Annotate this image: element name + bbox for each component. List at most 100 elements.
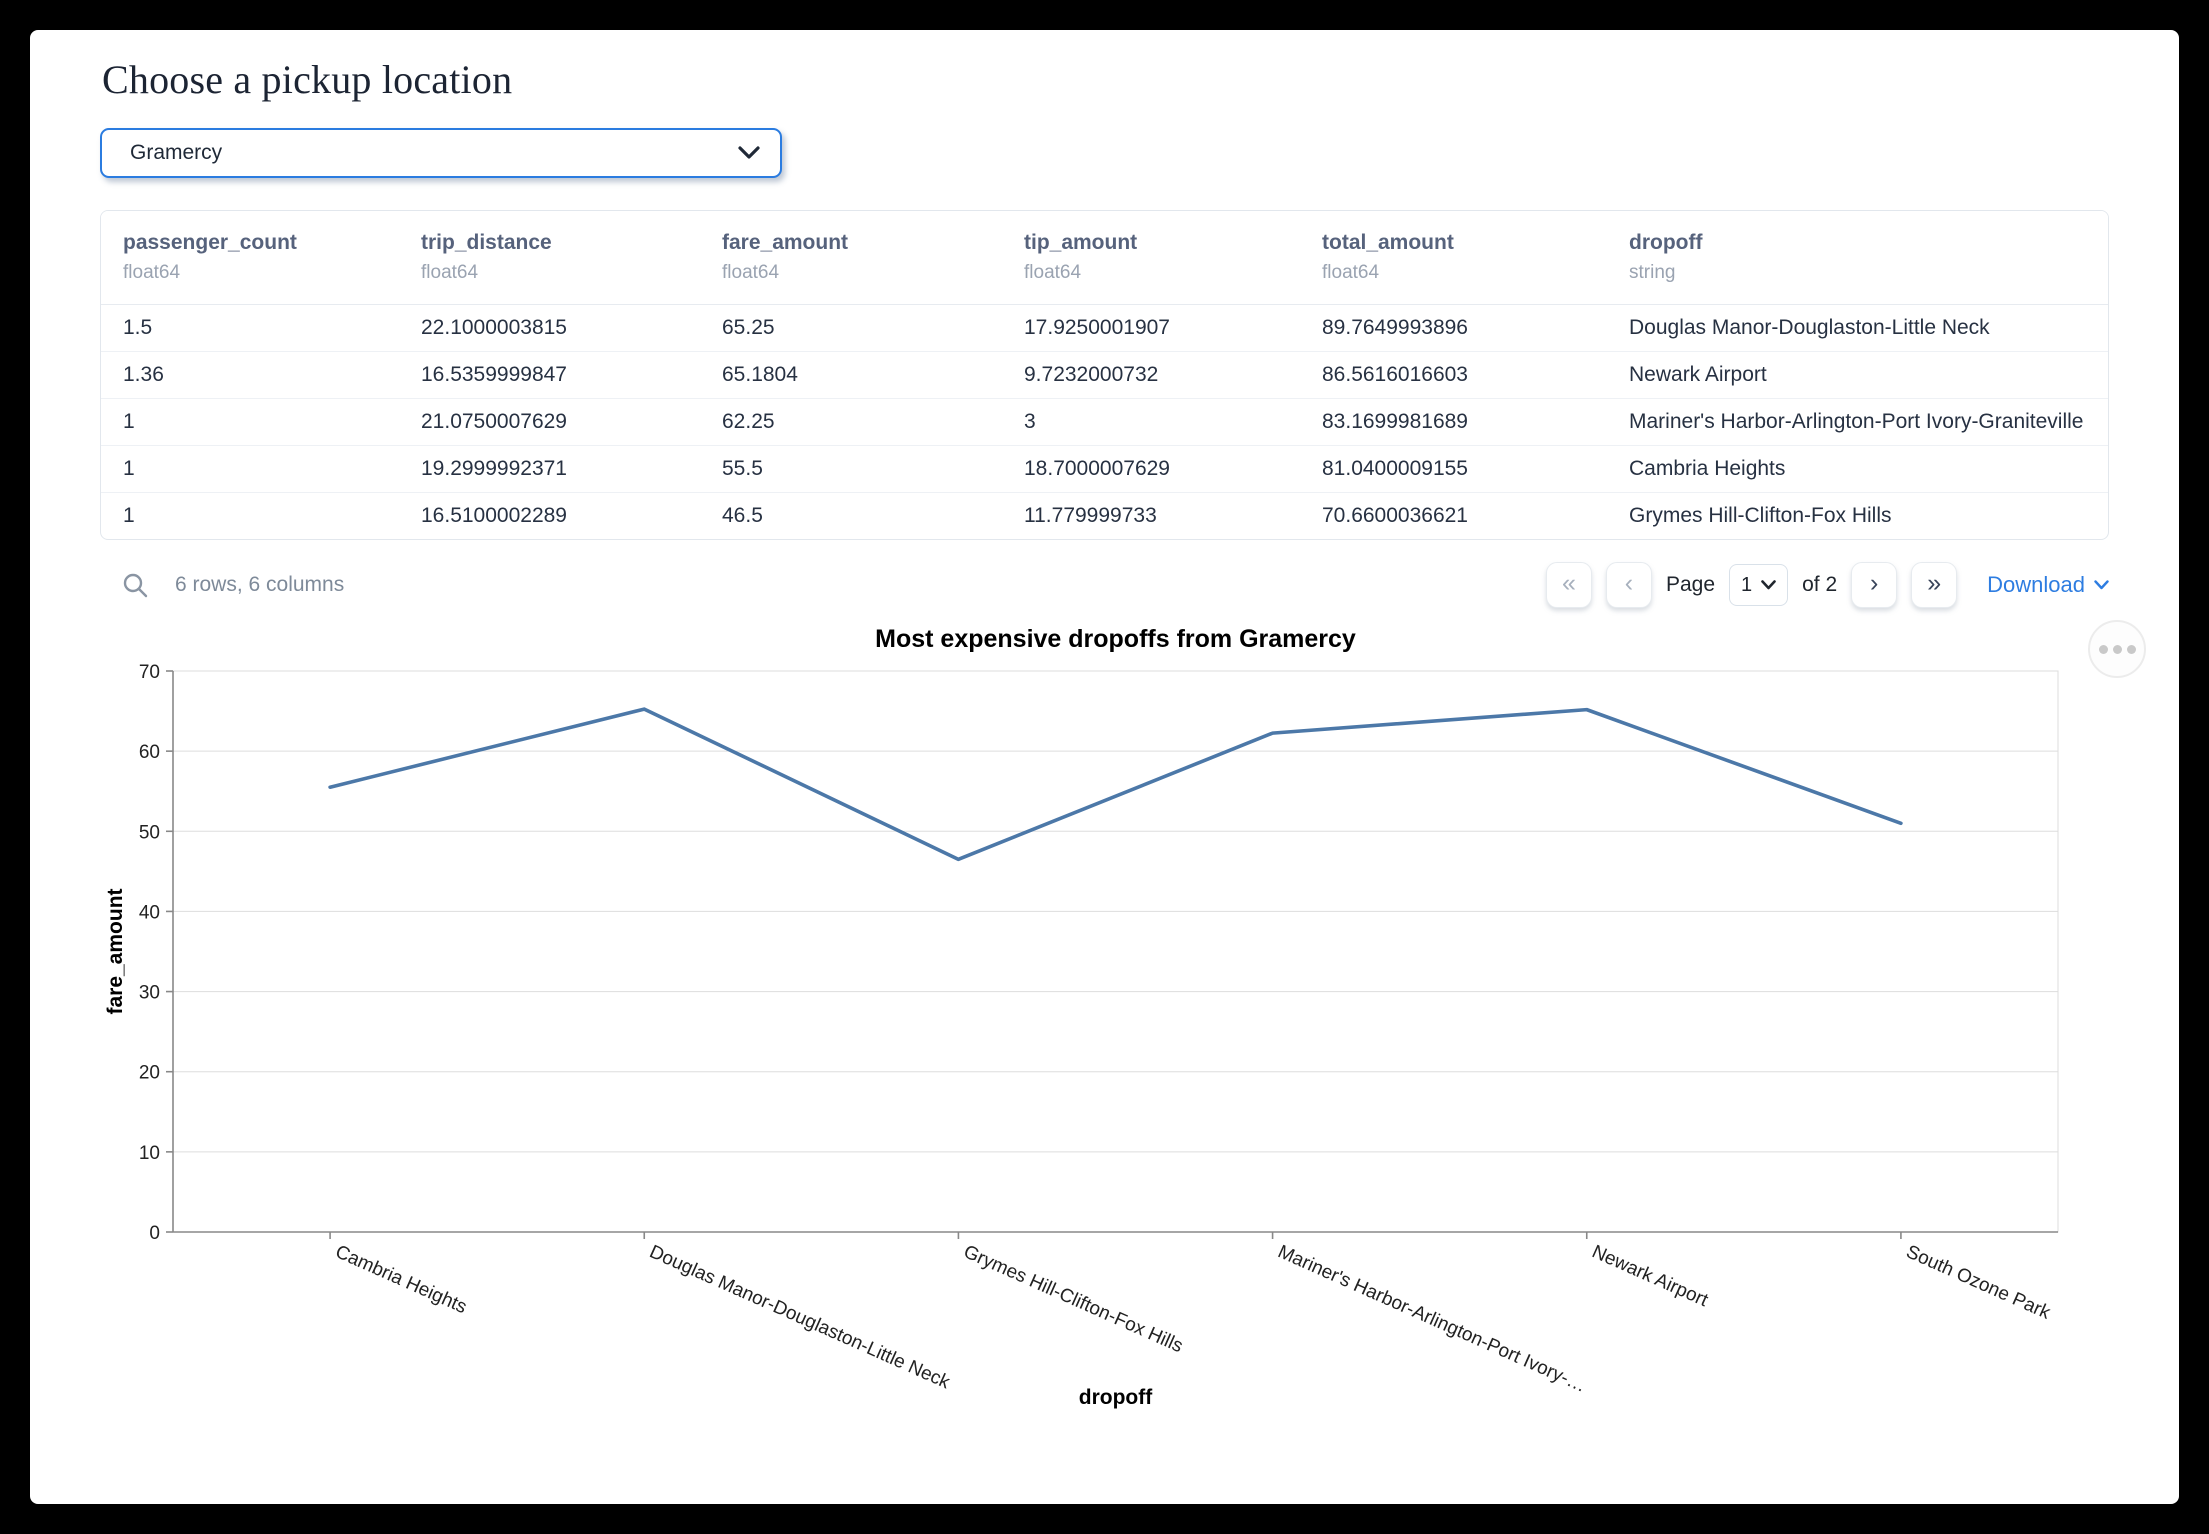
table-cell: 46.5	[722, 504, 763, 527]
dot-icon	[2098, 644, 2108, 654]
chart-actions-button[interactable]	[2088, 620, 2146, 678]
table-cell: 1.5	[101, 304, 411, 352]
table-cell: Mariner's Harbor-Arlington-Port Ivory-Gr…	[1619, 398, 2108, 446]
download-menu[interactable]: Download	[1987, 572, 2109, 598]
first-page-button[interactable]: «	[1545, 562, 1592, 608]
column-header-passenger_count[interactable]: passenger_count float64	[101, 211, 411, 305]
column-dtype: float64	[123, 262, 181, 283]
table-footer-left: 6 rows, 6 columns	[100, 572, 344, 599]
y-tick-label: 50	[139, 822, 160, 843]
table-cell: 65.1804	[712, 351, 1014, 399]
table-cell: Douglas Manor-Douglaston-Little Neck	[1619, 304, 2108, 352]
x-tick-label: South Ozone Park	[1903, 1241, 2054, 1324]
page-number-value: 1	[1741, 573, 1753, 596]
table-cell: 17.9250001907	[1014, 304, 1312, 352]
dot-icon	[2112, 644, 2122, 654]
column-header-trip_distance[interactable]: trip_distance float64	[411, 211, 712, 305]
table-cell: 1	[101, 445, 411, 493]
page-count-label: of 2	[1802, 573, 1838, 596]
table-cell: 3	[1014, 398, 1312, 446]
y-tick-label: 0	[149, 1223, 160, 1244]
column-dtype: string	[1629, 262, 1676, 283]
x-tick-label: Mariner's Harbor-Arlington-Port Ivory-…	[1275, 1241, 1590, 1397]
column-header-tip_amount[interactable]: tip_amount float64	[1014, 211, 1312, 305]
table-cell: 70.6600036621	[1322, 504, 1468, 527]
chevron-down-icon	[738, 146, 760, 159]
table-cell: 55.5	[712, 445, 1014, 493]
x-tick-label: Cambria Heights	[332, 1241, 470, 1318]
column-header-total_amount[interactable]: total_amount float64	[1312, 211, 1619, 305]
line-chart: 0 10 20 30 40 50 60 70 Cambria Heights Douglas Ma…	[104, 625, 2059, 1409]
dot-icon	[2126, 644, 2136, 654]
y-tick-label: 30	[139, 983, 160, 1004]
pagination: « ‹ Page 1 of 2 › » Download	[1545, 562, 2109, 608]
table-cell: 62.25	[712, 398, 1014, 446]
y-tick-label: 10	[139, 1143, 160, 1164]
row-column-summary: 6 rows, 6 columns	[175, 573, 345, 596]
table-cell: 86.5616016603	[1312, 351, 1619, 399]
table-cell: 18.7000007629	[1014, 445, 1312, 493]
table-cell: 89.7649993896	[1312, 304, 1619, 352]
chart-section: 0 10 20 30 40 50 60 70 Cambria Heights Douglas Ma…	[100, 616, 2146, 1431]
pickup-location-select[interactable]: Gramercy	[100, 128, 782, 178]
last-page-button[interactable]: »	[1911, 562, 1958, 608]
table-cell: Newark Airport	[1619, 351, 2108, 399]
table-cell: 16.5359999847	[411, 351, 712, 399]
table-cell: 9.7232000732	[1014, 351, 1312, 399]
x-tick-label: Newark Airport	[1589, 1241, 1712, 1311]
column-name: total_amount	[1322, 231, 1454, 254]
column-dtype: float64	[1322, 262, 1380, 283]
y-tick-label: 60	[139, 742, 160, 763]
data-line	[328, 707, 1903, 862]
table-cell: Grymes Hill-Clifton-Fox Hills	[1629, 504, 1892, 527]
table-cell: 65.25	[712, 304, 1014, 352]
column-dtype: float64	[1024, 262, 1082, 283]
page-label: Page	[1665, 573, 1715, 596]
table-footer: 6 rows, 6 columns « ‹ Page 1 of 2 › » Do…	[100, 560, 2109, 610]
column-name: fare_amount	[722, 231, 849, 254]
table-cell: 1.36	[101, 351, 411, 399]
chevron-down-icon	[1761, 580, 1776, 590]
next-page-button[interactable]: ›	[1851, 562, 1898, 608]
page-number-select[interactable]: 1	[1729, 564, 1789, 606]
pickup-location-value: Gramercy	[130, 141, 223, 164]
table-cell: 19.2999992371	[411, 445, 712, 493]
column-name: trip_distance	[421, 231, 552, 254]
chart-title: Most expensive dropoffs from Gramercy	[875, 625, 1356, 653]
table-row[interactable]: 1.5 22.1000003815 65.25 17.9250001907 89.764…	[101, 304, 2108, 352]
table-cell: 1	[123, 504, 135, 527]
y-axis-title: fare_amount	[104, 888, 127, 1014]
prev-page-button[interactable]: ‹	[1605, 562, 1652, 608]
chevron-down-icon	[2094, 580, 2109, 590]
table-cell: 1	[101, 398, 411, 446]
app-content: Choose a pickup location Gramercy passen…	[30, 30, 2179, 1431]
x-axis-title: dropoff	[1079, 1386, 1153, 1409]
y-tick-label: 40	[139, 902, 160, 923]
x-tick-label: Douglas Manor-Douglaston-Little Neck	[646, 1241, 953, 1393]
download-label: Download	[1987, 572, 2085, 597]
column-dtype: float64	[421, 262, 479, 283]
table-cell: 22.1000003815	[411, 304, 712, 352]
table-cell: 81.0400009155	[1312, 445, 1619, 493]
table-row[interactable]: 1 19.2999992371 55.5 18.7000007629 81.040000…	[101, 445, 2108, 493]
column-dtype: float64	[722, 262, 780, 283]
table-cell: Cambria Heights	[1619, 445, 2108, 493]
table-cell: 21.0750007629	[411, 398, 712, 446]
page-title: Choose a pickup location	[102, 57, 513, 102]
table-cell: 11.779999733	[1024, 504, 1157, 527]
table-row[interactable]: 1 21.0750007629 62.25 3 83.1699981689 Mariner…	[101, 398, 2108, 446]
column-name: dropoff	[1629, 231, 1703, 254]
table-cell: 83.1699981689	[1312, 398, 1619, 446]
column-name: tip_amount	[1024, 231, 1138, 254]
column-header-dropoff[interactable]: dropoff string	[1619, 211, 2108, 305]
app-window: Choose a pickup location Gramercy passen…	[30, 30, 2179, 1504]
table-row[interactable]: 1 16.5100002289 46.5 11.779999733 70.6600036…	[101, 493, 2108, 540]
column-header-fare_amount[interactable]: fare_amount float64	[712, 211, 1014, 305]
table-row[interactable]: 1.36 16.5359999847 65.1804 9.7232000732 86.5…	[101, 351, 2108, 399]
y-tick-label: 70	[139, 662, 160, 683]
x-tick-label: Grymes Hill-Clifton-Fox Hills	[960, 1241, 1186, 1357]
search-icon[interactable]	[122, 572, 149, 599]
column-name: passenger_count	[123, 231, 297, 254]
